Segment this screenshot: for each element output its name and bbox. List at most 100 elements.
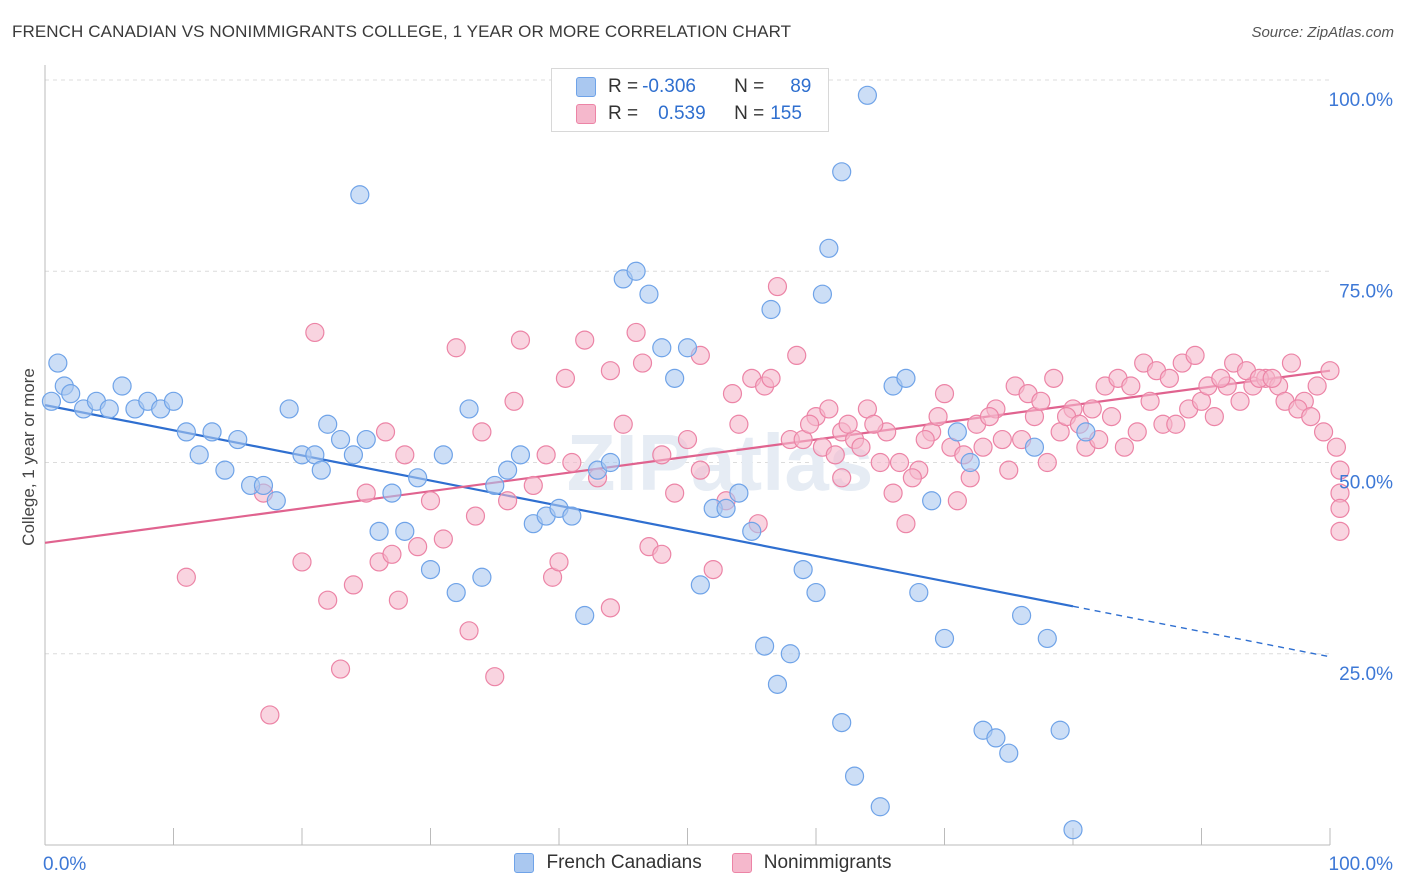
legend-n-value: 89: [790, 76, 812, 97]
french-canadians-trend-extension: [1072, 605, 1331, 658]
french-canadians-point: [459, 399, 479, 419]
nonimmigrants-point: [787, 345, 807, 365]
nonimmigrants-point: [1330, 460, 1350, 480]
nonimmigrants-point: [555, 368, 576, 388]
nonimmigrants-point: [992, 429, 1012, 450]
french-canadians-point: [228, 429, 248, 450]
nonimmigrants-point: [1127, 422, 1147, 442]
nonimmigrants-point: [999, 460, 1019, 480]
nonimmigrants-point: [388, 590, 408, 610]
nonimmigrants-point: [1031, 391, 1051, 411]
legend-n-value: 155: [770, 103, 802, 124]
french-canadians-point: [665, 368, 685, 388]
nonimmigrants-point: [761, 368, 781, 388]
nonimmigrants-point: [1281, 353, 1302, 373]
french-canadians-point: [960, 452, 980, 473]
legend-label: Nonimmigrants: [763, 852, 892, 873]
nonimmigrants-point: [498, 491, 518, 511]
nonimmigrants-point: [979, 407, 1000, 427]
nonimmigrants-point: [703, 559, 723, 580]
nonimmigrants-point: [1166, 414, 1186, 434]
legend-swatch-pink: [731, 853, 752, 873]
french-canadians-point: [279, 399, 299, 419]
french-canadians-point: [112, 376, 132, 396]
nonimmigrants-point: [690, 460, 710, 480]
nonimmigrants-point: [1307, 376, 1327, 396]
french-canadians-point: [446, 582, 466, 603]
french-canadians-point: [909, 582, 929, 603]
y-tick-label: 50.0%: [1339, 473, 1393, 494]
nonimmigrants-point: [1037, 452, 1057, 473]
series-legend: French Canadians Nonimmigrants: [0, 852, 1406, 874]
french-canadians-point: [1024, 437, 1045, 457]
french-canadians-point: [408, 468, 428, 488]
nonimmigrants-point: [395, 445, 415, 465]
french-canadians-point: [498, 460, 518, 480]
french-canadians-point: [163, 391, 184, 411]
french-canadians-point: [382, 483, 402, 503]
french-canadians-point: [350, 185, 370, 205]
nonimmigrants-point: [677, 429, 698, 450]
french-canadians-point: [215, 460, 235, 480]
nonimmigrants-point: [973, 437, 993, 457]
nonimmigrants-point: [549, 552, 569, 572]
french-canadians-point: [562, 506, 582, 526]
nonimmigrants-point: [1140, 391, 1160, 411]
nonimmigrants-point: [1320, 361, 1340, 381]
nonimmigrants-point: [600, 598, 621, 618]
nonimmigrants-point: [1121, 376, 1141, 396]
legend-label: French Canadians: [546, 852, 702, 873]
french-canadians-point: [472, 567, 492, 587]
legend-row-french-canadians: R = -0.306 N = 89: [576, 75, 811, 99]
legend-r-label: R =: [608, 103, 639, 124]
legend-item-nonimmigrants: Nonimmigrants: [731, 852, 892, 874]
nonimmigrants-point: [1230, 391, 1250, 411]
axes: [44, 65, 1331, 846]
french-canadians-point: [754, 636, 775, 656]
nonimmigrants-point: [1101, 407, 1122, 427]
french-canadians-point: [485, 475, 505, 496]
french-canadians-point: [356, 429, 376, 450]
nonimmigrants-point: [420, 491, 441, 511]
french-canadians-point: [626, 261, 646, 281]
nonimmigrants-point: [1204, 407, 1224, 427]
nonimmigrants-point: [832, 468, 852, 488]
legend-n-label: N =: [734, 103, 765, 124]
french-canadians-point: [922, 491, 942, 511]
french-canadians-point: [934, 628, 955, 649]
nonimmigrants-point: [928, 407, 948, 427]
french-canadians-point: [266, 491, 286, 511]
nonimmigrants-point: [292, 552, 312, 572]
y-tick-label: 75.0%: [1339, 281, 1393, 302]
french-canadians-point: [48, 353, 68, 373]
chart-title: FRENCH CANADIAN VS NONIMMIGRANTS COLLEGE…: [12, 22, 792, 41]
nonimmigrants-point: [632, 353, 653, 373]
french-canadians-point: [1037, 628, 1057, 649]
nonimmigrants-point: [896, 514, 916, 534]
french-canadians-point: [420, 559, 441, 580]
french-canadians-point: [857, 85, 878, 105]
legend-r-value: -0.306: [642, 76, 696, 97]
nonimmigrants-point: [330, 659, 351, 679]
nonimmigrants-point: [356, 483, 376, 503]
nonimmigrants-point: [504, 391, 524, 411]
nonimmigrants-point: [825, 445, 845, 465]
legend-swatch-pink: [576, 104, 596, 124]
french-canadians-point: [806, 582, 826, 603]
source-label: Source: ZipAtlas.com: [1251, 24, 1394, 41]
french-canadians-point: [61, 384, 81, 404]
french-canadians-point: [311, 460, 331, 480]
nonimmigrants-point: [600, 361, 621, 381]
french-canadians-point: [369, 521, 389, 541]
nonimmigrants-point: [536, 445, 556, 465]
nonimmigrants-point: [838, 414, 858, 434]
nonimmigrants-trend-line: [44, 369, 1331, 544]
french-canadians-point: [1011, 605, 1032, 626]
french-canadians-point: [832, 162, 852, 182]
french-canadians-point: [176, 422, 196, 442]
nonimmigrants-point: [799, 414, 820, 434]
french-canadians-point: [652, 338, 672, 358]
nonimmigrants-point: [562, 452, 582, 473]
nonimmigrants-point: [902, 468, 922, 488]
